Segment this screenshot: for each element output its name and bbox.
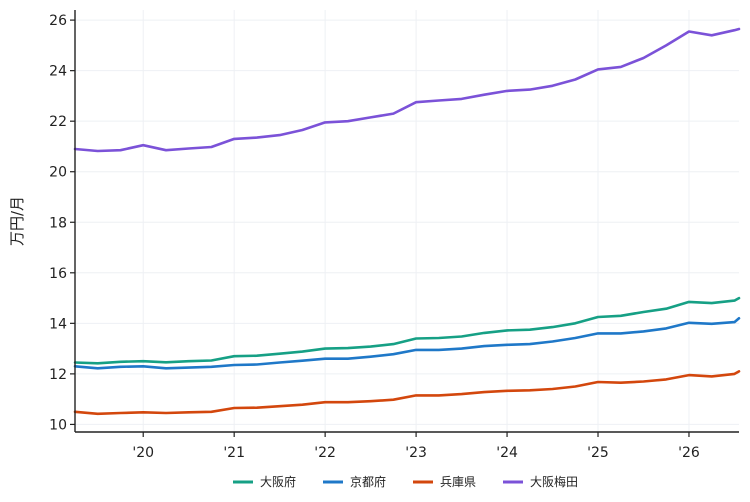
y-ticks: 10 12 14 16 18 20 22 24 26 bbox=[49, 13, 75, 433]
x-tick-label: '25 bbox=[587, 445, 609, 461]
x-tick-label: '24 bbox=[496, 445, 518, 461]
y-tick-label: 26 bbox=[49, 13, 67, 29]
series-lines bbox=[73, 27, 741, 416]
series-line bbox=[73, 27, 741, 153]
series-line bbox=[73, 296, 741, 365]
x-tick-label: '20 bbox=[132, 445, 154, 461]
x-tick-label: '23 bbox=[405, 445, 427, 461]
x-ticks: '20 '21 '22 '23 '24 '25 '26 bbox=[132, 432, 700, 461]
legend-label: 兵庫県 bbox=[440, 475, 476, 489]
y-tick-label: 18 bbox=[49, 215, 67, 231]
legend-label: 大阪梅田 bbox=[530, 474, 578, 489]
series-line bbox=[73, 370, 741, 416]
x-tick-label: '21 bbox=[223, 445, 245, 461]
x-tick-label: '26 bbox=[678, 445, 700, 461]
y-tick-label: 10 bbox=[49, 417, 67, 433]
axes bbox=[74, 10, 739, 433]
y-tick-label: 14 bbox=[49, 316, 67, 332]
y-tick-label: 12 bbox=[49, 367, 67, 383]
y-tick-label: 24 bbox=[49, 64, 67, 80]
y-tick-label: 22 bbox=[49, 114, 67, 130]
legend: 大阪府 京都府 兵庫県 大阪梅田 bbox=[233, 474, 578, 489]
y-axis-title: 万円/月 bbox=[8, 196, 26, 246]
legend-label: 京都府 bbox=[350, 474, 386, 489]
y-tick-label: 20 bbox=[49, 165, 67, 181]
series-line bbox=[73, 317, 741, 370]
legend-label: 大阪府 bbox=[260, 474, 296, 489]
y-tick-label: 16 bbox=[49, 266, 67, 282]
grid bbox=[75, 10, 739, 432]
x-tick-label: '22 bbox=[314, 445, 336, 461]
